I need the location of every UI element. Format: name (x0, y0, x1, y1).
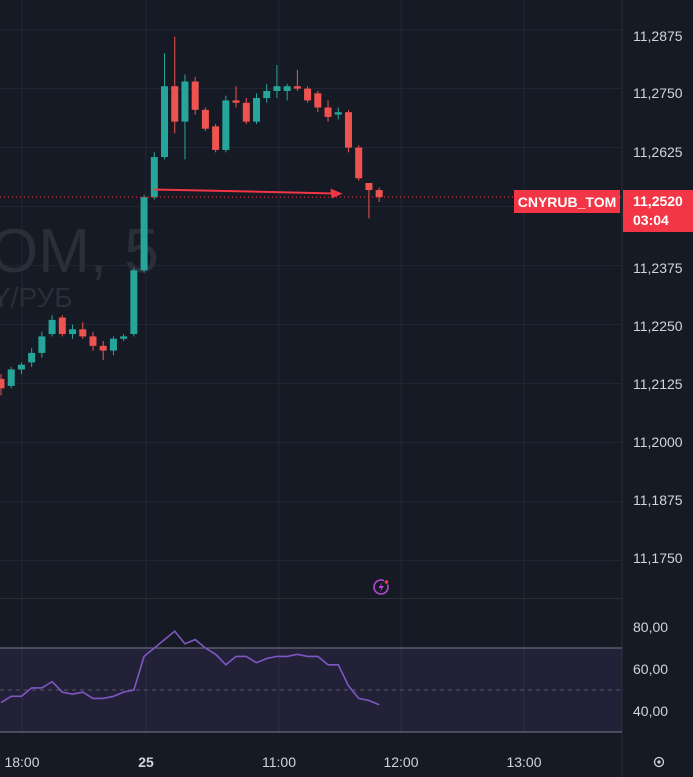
candle-body (355, 147, 363, 179)
candle-body (69, 329, 77, 335)
price-tick-label: 11,2625 (633, 144, 683, 160)
candle-body (273, 86, 281, 91)
price-tick-label: 11,2125 (633, 376, 683, 392)
price-tick-label: 11,1875 (633, 492, 683, 508)
candle-body (7, 369, 15, 386)
overlay-layer (0, 188, 622, 199)
candle-body (130, 270, 138, 335)
candle-body (150, 157, 158, 198)
candle-body (79, 329, 87, 337)
symbol-tag[interactable]: CNYRUB_TOM (514, 190, 620, 213)
price-tag-bg (623, 190, 693, 232)
candle-body (181, 81, 189, 122)
candle-body (232, 100, 240, 103)
time-axis[interactable]: 18:00 25 11:00 12:00 13:00 (4, 754, 541, 770)
candle-body (140, 197, 148, 271)
time-tick-label: 18:00 (4, 754, 39, 770)
candle-body (28, 352, 36, 363)
trend-arrow-head (330, 188, 343, 199)
candle-body (48, 319, 56, 335)
candle-body (201, 109, 209, 129)
symbol-tag-bg (514, 190, 620, 213)
rsi-tick-label: 60,00 (633, 661, 668, 677)
candle-body (314, 93, 322, 108)
time-tick-label: 11:00 (262, 754, 296, 770)
candle-body (283, 86, 291, 91)
time-tick-label: 12:00 (383, 754, 418, 770)
symbol-tag-label: CNYRUB_TOM (518, 194, 617, 210)
candle-body (99, 345, 107, 351)
current-price-tag[interactable]: 11,2520 03:04 (623, 190, 693, 232)
price-tick-label: 11,2375 (633, 260, 683, 276)
candle-body (38, 336, 46, 353)
candle-body (0, 378, 5, 389)
time-tick-label: 13:00 (506, 754, 541, 770)
rsi-axis-labels[interactable]: 80,00 60,00 40,00 (633, 619, 668, 719)
settings-gear-icon[interactable] (653, 756, 665, 768)
rsi-line (0, 630, 380, 706)
price-axis-labels[interactable]: 11,2875 11,2750 11,2625 11,2375 11,2250 … (633, 28, 683, 566)
candle-body (89, 336, 97, 346)
candle-body (344, 112, 352, 148)
candle-body (109, 338, 117, 351)
countdown-label: 03:04 (633, 212, 669, 228)
candle-body (375, 190, 383, 198)
rsi-band (0, 648, 622, 732)
price-tick-label: 11,2750 (633, 85, 683, 101)
candles-layer[interactable] (0, 36, 383, 396)
candle-body (17, 364, 25, 370)
rsi-pane[interactable] (0, 630, 622, 733)
time-tick-label: 25 (138, 754, 154, 770)
rsi-tick-label: 40,00 (633, 703, 668, 719)
candle-body (58, 317, 66, 335)
candle-body (191, 81, 199, 110)
candle-body (304, 88, 312, 101)
rsi-series (0, 630, 380, 706)
candle-body (212, 126, 220, 150)
candle-body (161, 86, 169, 158)
candle-body (253, 98, 260, 122)
price-tick-label: 11,2250 (633, 318, 683, 334)
candle-body (263, 90, 271, 99)
trend-arrow-line (154, 188, 335, 195)
pane-separator[interactable] (0, 598, 622, 599)
price-tick-label: 11,1750 (633, 550, 683, 566)
watermark-subtitle: Y/РУБ (0, 282, 73, 313)
candle-body (222, 100, 230, 150)
candle-body (242, 102, 250, 122)
candle-body (324, 107, 332, 117)
price-tick-label: 11,2875 (633, 28, 683, 44)
candle-body (293, 86, 301, 89)
rsi-tick-label: 80,00 (633, 619, 668, 635)
price-tick-label: 11,2000 (633, 434, 683, 450)
current-price-label: 11,2520 (633, 193, 683, 209)
candle-body (120, 336, 128, 339)
candle-body (365, 183, 373, 191)
candle-body (334, 112, 342, 115)
candle-body (171, 86, 179, 122)
lightning-event-icon[interactable] (373, 579, 390, 595)
